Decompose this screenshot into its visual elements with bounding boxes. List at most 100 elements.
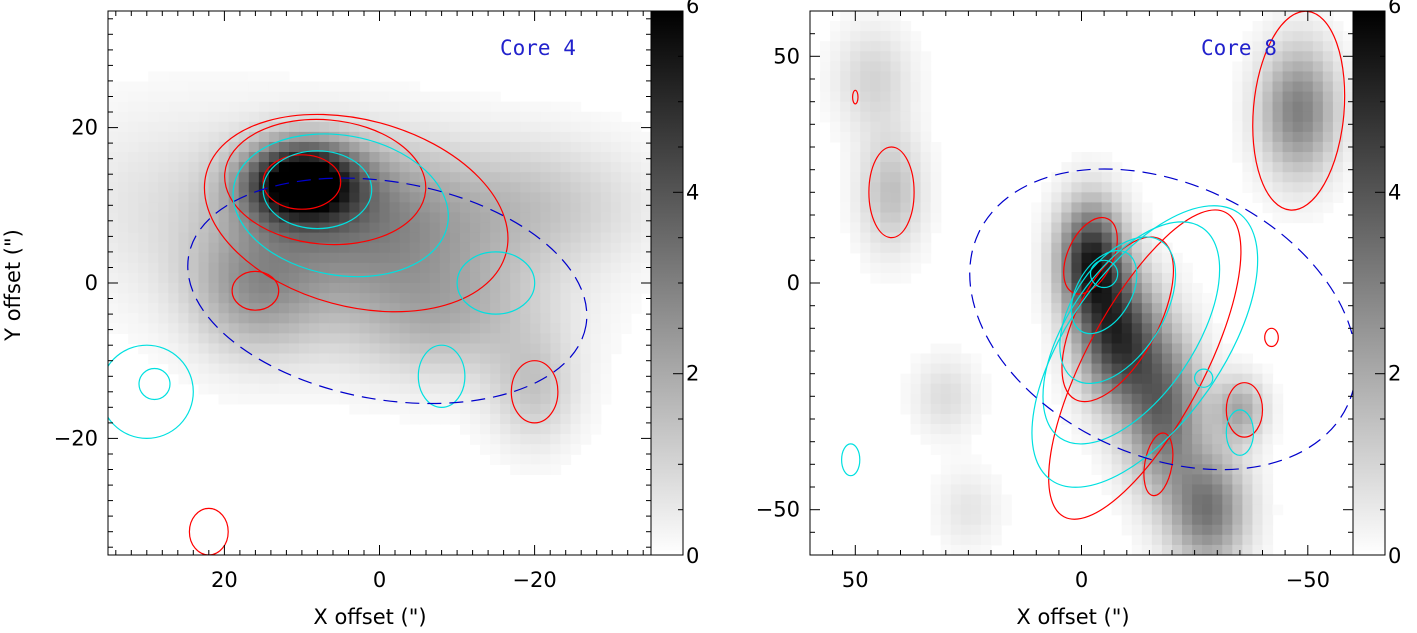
core-4-heat-cell: [480, 303, 491, 314]
core-4-heat-cell: [309, 111, 320, 123]
core-4-heat-cell: [540, 343, 552, 355]
core-4-heat-cell: [500, 252, 511, 264]
core-8-heat-cell: [940, 353, 952, 365]
core-4-heat-cell: [540, 313, 552, 324]
core-8-heat-cell: [950, 363, 962, 375]
core-8-heat-cell: [850, 141, 861, 153]
core-8-heat-cell: [1091, 434, 1103, 445]
core-8-heat-cell: [1242, 504, 1254, 516]
core-4-heat-cell: [208, 91, 220, 103]
core-4-heat-cell: [158, 353, 169, 365]
core-8-heat-cell: [1272, 202, 1284, 214]
core-4-heat-cell: [590, 413, 602, 425]
core-4-heat-cell: [550, 363, 562, 375]
core-4-heat-cell: [218, 303, 230, 314]
core-4-heat-cell: [610, 172, 622, 183]
core-4-heat-cell: [238, 202, 250, 214]
core-8-heat-cell: [1061, 363, 1073, 375]
core-8-heat-cell: [1252, 31, 1264, 42]
core-8-heat-cell: [1111, 293, 1123, 304]
core-4-heat-cell: [218, 383, 230, 395]
core-4-heat-cell: [369, 152, 381, 163]
core-4-heat-cell: [339, 283, 350, 294]
core-4-heat-cell: [108, 313, 119, 324]
core-4-heat-cell: [208, 212, 220, 224]
core-4-heat-cell: [188, 111, 200, 123]
core-4-heat-cell: [379, 303, 391, 314]
core-4-heat-cell: [268, 272, 280, 284]
core-8-heat-cell: [1141, 283, 1153, 294]
core-4-heat-cell: [369, 363, 381, 375]
core-8-heat-cell: [1292, 31, 1304, 42]
core-4-heat-cell: [459, 333, 471, 345]
core-4-heat-cell: [178, 131, 190, 143]
core-4-heat-cell: [268, 131, 280, 143]
core-8-heat-cell: [850, 101, 861, 113]
core-4-heat-cell: [238, 313, 250, 324]
core-4-heat-cell: [339, 272, 350, 284]
core-8-heat-cell: [820, 71, 831, 83]
core-8-heat-cell: [880, 272, 892, 284]
core-8-heat-cell: [1202, 434, 1213, 445]
core-8-heat-cell: [1151, 534, 1163, 546]
core-4-heat-cell: [228, 333, 240, 345]
core-4-heat-cell: [590, 323, 602, 334]
core-4-heat-cell: [319, 353, 330, 365]
core-4-heat-cell: [530, 152, 541, 163]
core-4-heat-cell: [389, 383, 401, 395]
core-4-heat-cell: [178, 182, 190, 193]
core-4-heat-cell: [480, 353, 491, 365]
core-8-heat-cell: [1081, 444, 1093, 455]
core-4-heat-cell: [278, 383, 290, 395]
core-4-heat-cell: [158, 162, 169, 173]
core-8-heat-cell: [1332, 61, 1344, 73]
core-8-heat-cell: [880, 81, 892, 93]
core-4-heat-cell: [188, 81, 200, 93]
core-8-heat-cell: [1151, 262, 1163, 274]
core-4-heat-cell: [128, 121, 139, 133]
core-8-heat-cell: [1182, 333, 1193, 345]
core-4-heat-cell: [278, 363, 290, 375]
core-4-heat-cell: [570, 333, 582, 345]
core-4-heat-cell: [258, 353, 270, 365]
core-4-heat-cell: [490, 434, 501, 445]
core-8-dashed-ellipse: [969, 168, 1353, 471]
core-4-heat-cell: [590, 313, 602, 324]
core-4-heat-cell: [500, 353, 511, 365]
core-8-heat-cell: [960, 353, 972, 365]
core-8-heat-cell: [930, 484, 942, 496]
core-4-heat-cell: [429, 232, 441, 244]
core-4-heat-cell: [278, 232, 290, 244]
core-4-heat-cell: [228, 373, 240, 385]
core-8-heat-cell: [900, 262, 912, 274]
core-8-heat-cell: [1161, 333, 1173, 345]
core-4-heat-cell: [480, 373, 491, 385]
core-4-heat-cell: [630, 252, 642, 264]
core-4-heat-cell: [329, 353, 340, 365]
core-8-heat-cell: [1141, 333, 1153, 345]
core-8-heat-cell: [1101, 262, 1113, 274]
core-4-heat-cell: [510, 393, 521, 405]
core-4-heat-cell: [369, 172, 381, 183]
core-4-heat-cell: [459, 363, 471, 375]
core-4-heat-cell: [399, 232, 411, 244]
core-8-heat-cell: [1232, 494, 1243, 506]
core-8-heat-cell: [1242, 424, 1254, 435]
core-4-heat-cell: [329, 81, 340, 93]
core-8-heat-cell: [1252, 504, 1264, 516]
core-4-heat-cell: [148, 202, 159, 214]
core-4-heat-cell: [459, 152, 471, 163]
core-8-heat-cell: [1182, 303, 1193, 314]
core-4-heat-cell: [258, 81, 270, 93]
core-8-heat-cell: [1302, 192, 1314, 203]
core-4-heat-cell: [470, 121, 481, 133]
core-8-heat-cell: [1292, 152, 1304, 163]
core-4-heat-cell: [439, 232, 451, 244]
core-4-heat-cell: [339, 222, 350, 234]
core-4-heat-cell: [228, 172, 240, 183]
core-8-heat-cell: [1342, 121, 1353, 133]
core-8-heat-cell: [1282, 121, 1294, 133]
core-8-heat-cell: [850, 192, 861, 203]
core-8-heat-cell: [1172, 434, 1183, 445]
core-8-heat-cell: [1182, 504, 1193, 516]
